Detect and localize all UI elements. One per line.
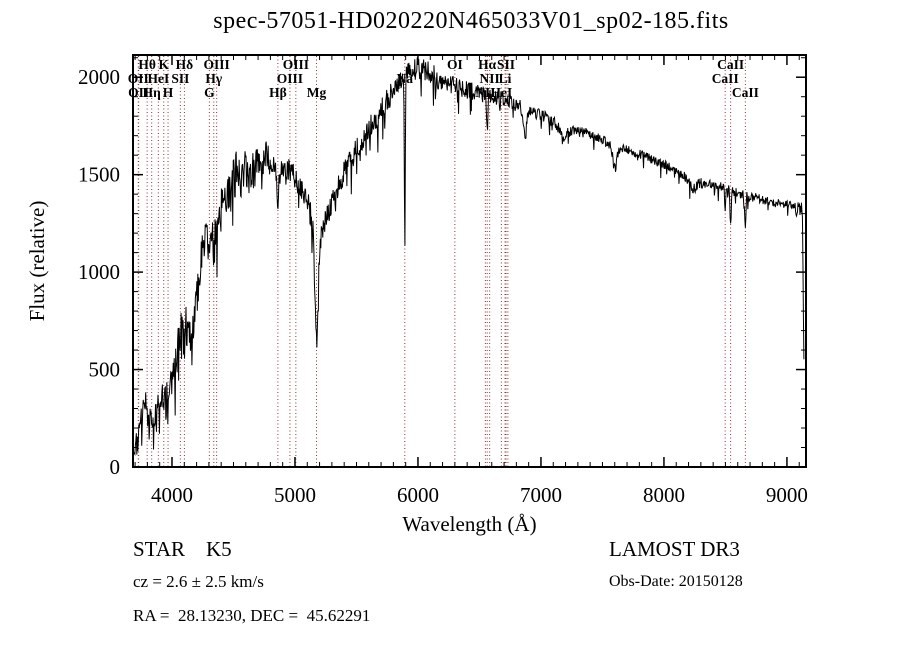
survey-release-label: LAMOST DR3 xyxy=(609,537,740,561)
line-label-Hθ: Hθ xyxy=(138,57,156,72)
y-tick-label: 2000 xyxy=(78,65,120,89)
spectrum-trace xyxy=(133,56,805,457)
line-label-OIII: OIII xyxy=(204,57,230,72)
x-tick-label: 8000 xyxy=(643,483,685,507)
x-tick-label: 7000 xyxy=(520,483,562,507)
line-label-Hβ: Hβ xyxy=(269,85,287,100)
line-label-SII: SII xyxy=(171,71,189,86)
axes: 4000 5000 6000 7000 8000 9000 0 500 1000 1500 2000 xyxy=(78,54,808,507)
y-tick-label: 1000 xyxy=(78,260,120,284)
line-label-G: G xyxy=(204,85,215,100)
spectral-line-markers xyxy=(137,56,746,466)
line-label-SII: SII xyxy=(497,57,515,72)
line-label-CaII: CaII xyxy=(712,71,739,86)
obs-date-label: Obs-Date: 20150128 xyxy=(609,573,743,590)
line-label-OIII: OIII xyxy=(283,57,309,72)
y-tick-label: 0 xyxy=(110,455,121,479)
x-axis-title: Wavelength (Å) xyxy=(402,512,536,536)
x-tick-label: 6000 xyxy=(397,483,439,507)
line-label-Hη: Hη xyxy=(143,85,162,100)
line-label-Li: Li xyxy=(499,71,512,86)
line-label-OII: OII xyxy=(128,71,149,86)
y-axis-title: Flux (relative) xyxy=(25,201,49,322)
y-tick-label: 1500 xyxy=(78,163,120,187)
x-tick-label: 9000 xyxy=(766,483,808,507)
line-label-Hα: Hα xyxy=(478,57,497,72)
line-label-OI: OI xyxy=(447,57,463,72)
line-label-NII: NII xyxy=(480,71,500,86)
y-tick-label: 500 xyxy=(89,358,121,382)
line-label-HeI: HeI xyxy=(147,71,169,86)
line-label-CaII: CaII xyxy=(717,57,744,72)
plot-title: spec-57051-HD020220N465033V01_sp02-185.f… xyxy=(213,8,729,34)
line-label-CaII: CaII xyxy=(732,85,759,100)
line-label-H: H xyxy=(163,85,174,100)
radial-velocity-label: cz = 2.6 ± 2.5 km/s xyxy=(133,572,264,591)
object-class-label: STAR K5 xyxy=(133,537,232,561)
coordinates-label: RA = 28.13230, DEC = 45.62291 xyxy=(133,606,371,625)
line-label-Hδ: Hδ xyxy=(176,57,194,72)
line-label-Mg: Mg xyxy=(307,85,327,100)
x-tick-label: 4000 xyxy=(151,483,193,507)
x-tick-label: 5000 xyxy=(274,483,316,507)
line-label-OIII: OIII xyxy=(277,71,303,86)
line-label-Hγ: Hγ xyxy=(205,71,223,86)
line-label-K: K xyxy=(158,57,169,72)
